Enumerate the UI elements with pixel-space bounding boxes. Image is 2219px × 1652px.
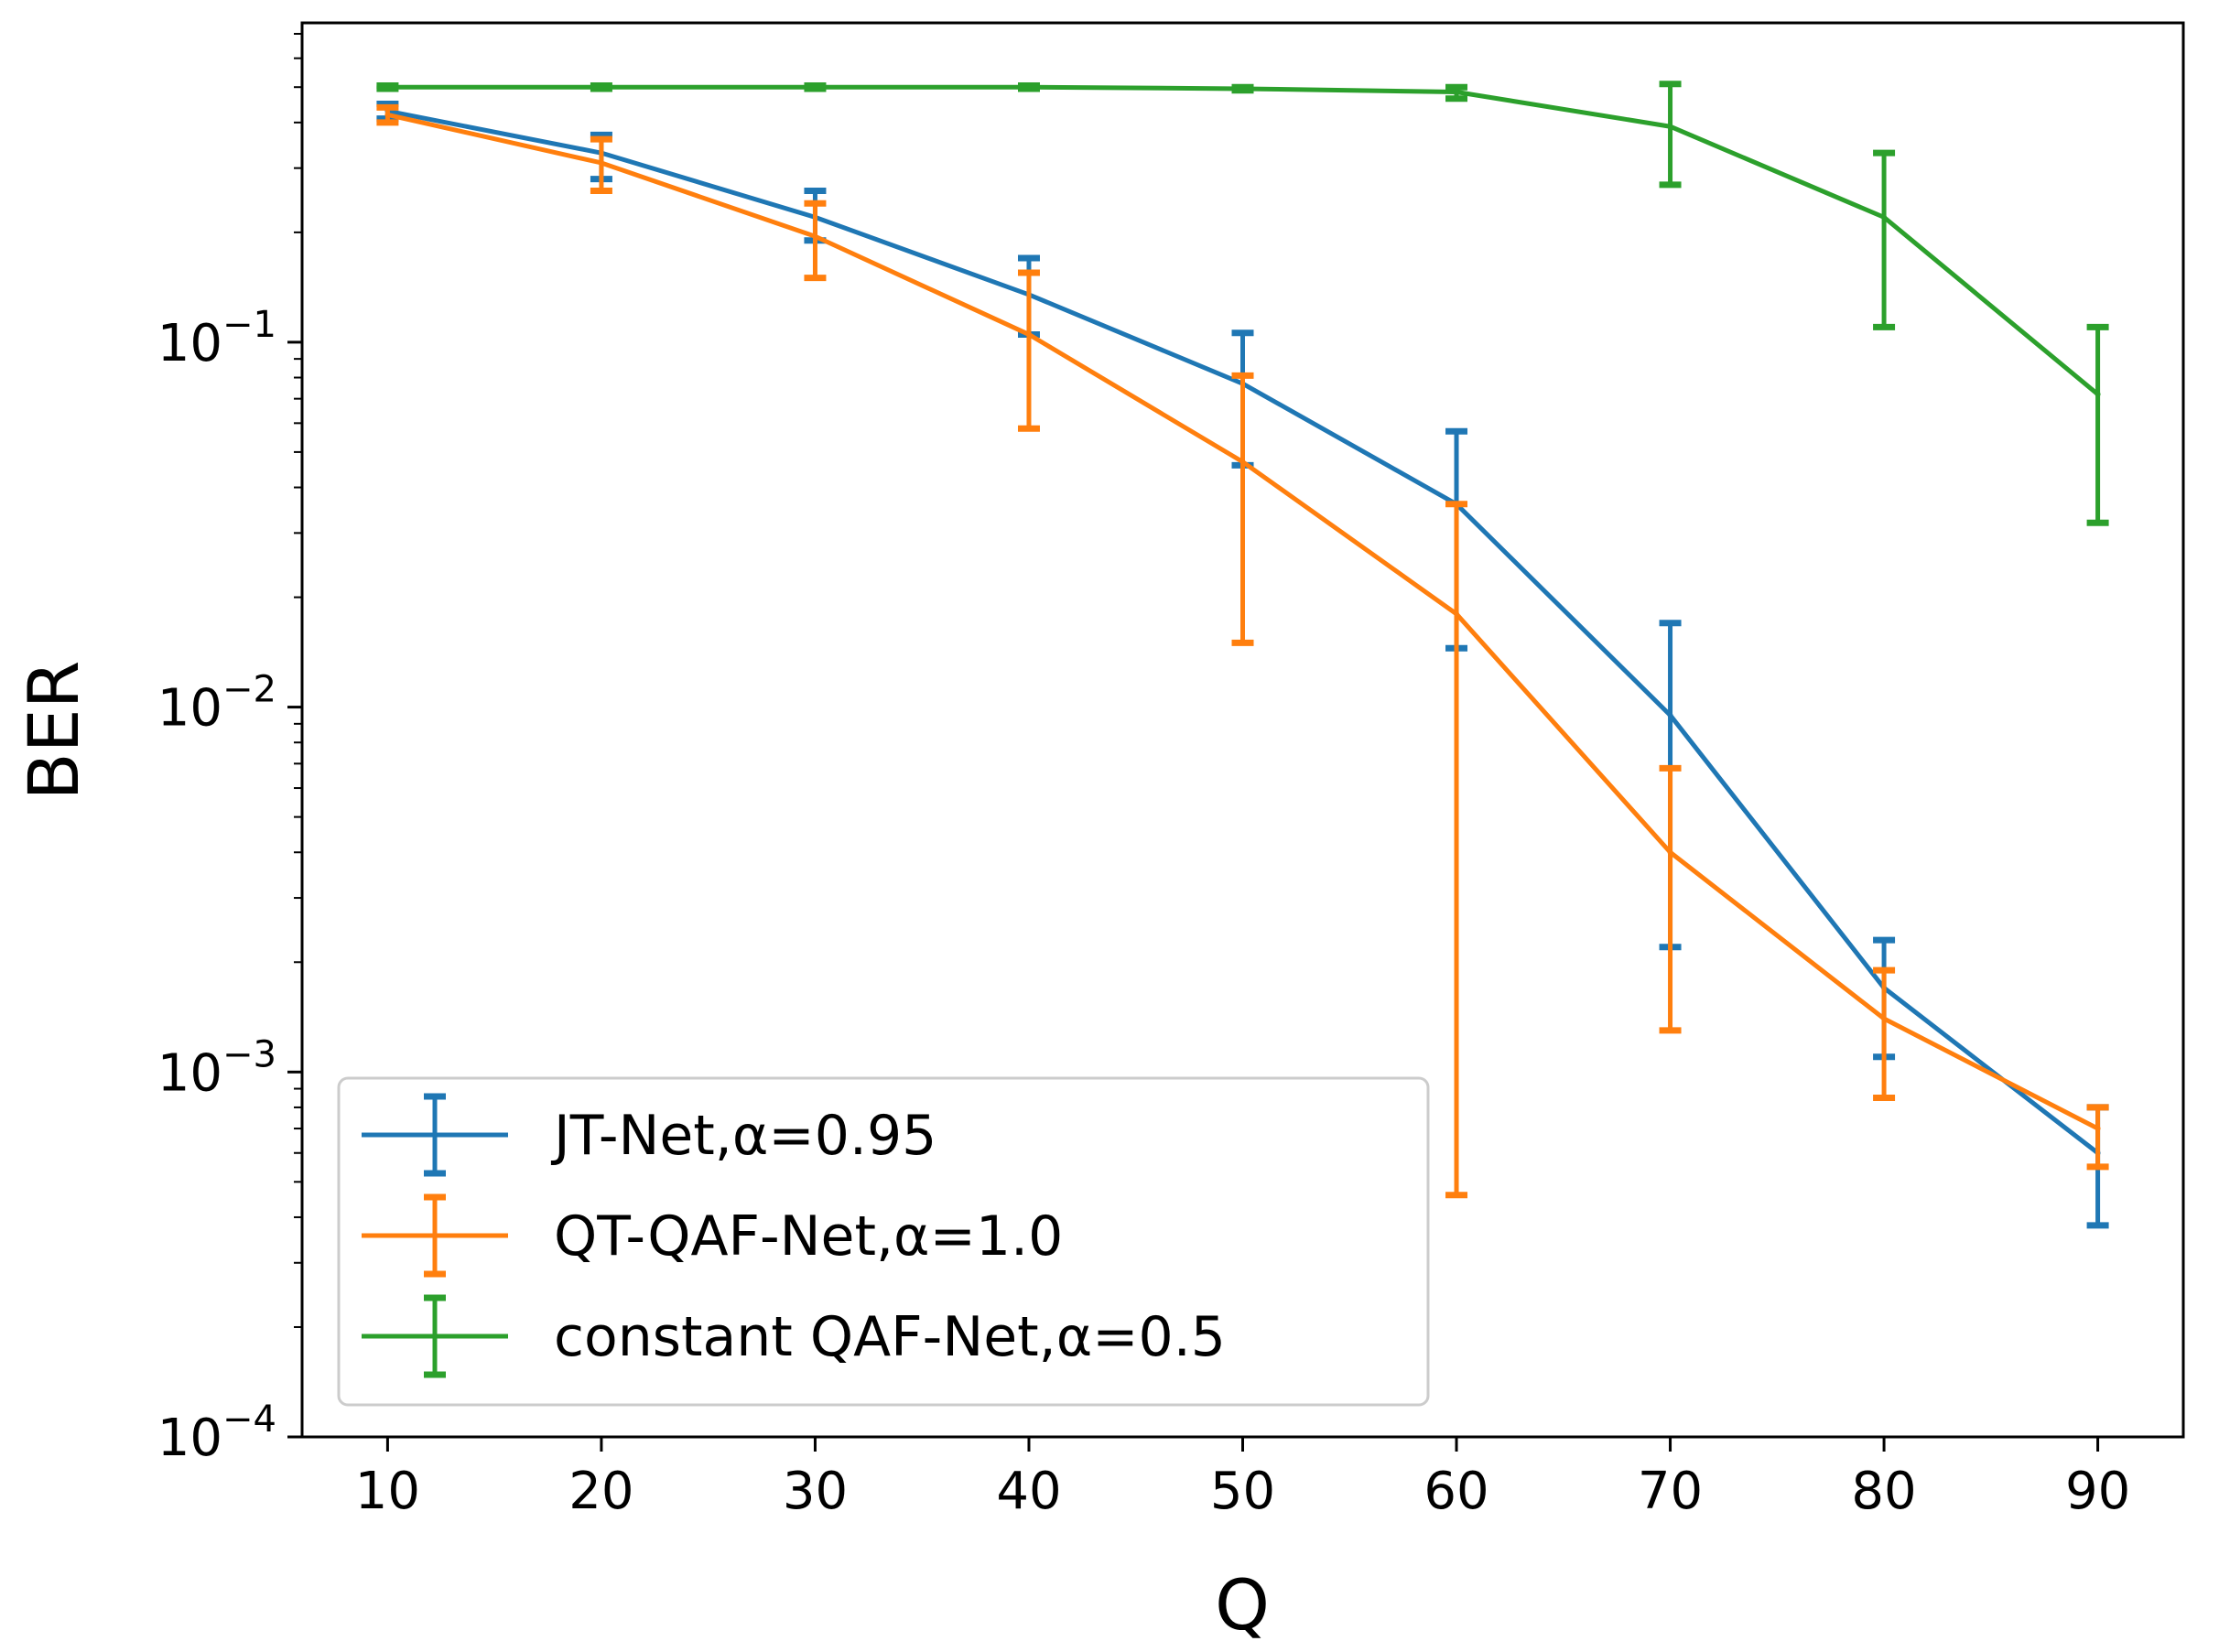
legend-entry-1: QT-QAF-Net,α=1.0: [362, 1193, 1063, 1278]
data-point: [1881, 1016, 1888, 1022]
data-point: [1667, 712, 1673, 718]
data-point: [1239, 459, 1246, 465]
legend-label: QT-QAF-Net,α=1.0: [554, 1204, 1063, 1269]
y-tick-exponent: −4: [222, 1398, 276, 1441]
data-point: [598, 84, 604, 91]
y-axis: 10−110−210−310−4: [157, 32, 302, 1468]
x-axis: 10 20 30 40 50 60 70 80 90: [355, 1437, 2130, 1521]
legend-entry-2: constant QAF-Net,α=0.5: [362, 1294, 1226, 1378]
x-tick-label: 20: [568, 1462, 633, 1521]
data-point: [812, 233, 818, 240]
y-axis-label: BER: [13, 661, 94, 801]
y-tick-exponent: −2: [222, 669, 276, 711]
x-tick-label: 10: [355, 1462, 420, 1521]
y-tick-base: 10: [157, 679, 222, 739]
y-tick-base: 10: [157, 1043, 222, 1103]
series-layer: [376, 81, 2109, 1229]
data-point: [598, 159, 604, 166]
legend-frame: [337, 1076, 1430, 1407]
data-point: [2095, 1126, 2101, 1132]
y-tick-exponent: −1: [222, 304, 276, 346]
y-tick-label: 10−2: [157, 669, 276, 739]
legend-label: constant QAF-Net,α=0.5: [554, 1305, 1226, 1369]
data-point: [384, 112, 391, 118]
data-point: [384, 84, 391, 91]
data-point: [1667, 849, 1673, 856]
x-tick-label: 30: [783, 1462, 848, 1521]
data-point: [1454, 610, 1460, 617]
series-1: [376, 103, 2109, 1199]
x-tick-label: 80: [1851, 1462, 1916, 1521]
y-tick-base: 10: [157, 1409, 222, 1468]
y-tick-label: 10−3: [157, 1033, 276, 1103]
x-axis-label: Q: [1215, 1564, 1270, 1646]
x-tick-label: 60: [1423, 1462, 1488, 1521]
data-point: [1881, 214, 1888, 221]
y-tick-exponent: −3: [222, 1033, 276, 1075]
data-point: [812, 84, 818, 91]
y-tick-base: 10: [157, 314, 222, 373]
y-tick-label: 10−4: [157, 1398, 276, 1468]
data-point: [1239, 85, 1246, 92]
data-point: [1454, 89, 1460, 95]
data-point: [1025, 331, 1032, 338]
x-tick-label: 40: [996, 1462, 1061, 1521]
y-tick-label: 10−1: [157, 304, 276, 373]
legend-label: JT-Net,α=0.95: [550, 1104, 936, 1168]
series-2: [376, 81, 2109, 526]
legend: JT-Net,α=0.95 QT-QAF-Net,α=1.0 constant QA…: [337, 1076, 1430, 1407]
x-tick-label: 50: [1210, 1462, 1275, 1521]
legend-entry-0: JT-Net,α=0.95: [362, 1093, 936, 1177]
data-point: [1025, 84, 1032, 91]
x-tick-label: 70: [1638, 1462, 1703, 1521]
data-point: [2095, 391, 2101, 397]
data-point: [1667, 124, 1673, 130]
x-tick-label: 90: [2065, 1462, 2130, 1521]
